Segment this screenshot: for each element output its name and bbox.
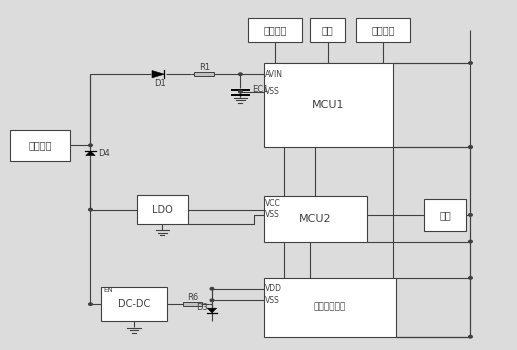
Text: AVIN: AVIN — [265, 70, 283, 79]
Text: EN: EN — [103, 287, 113, 294]
Text: 信号采样: 信号采样 — [371, 25, 394, 35]
FancyBboxPatch shape — [194, 72, 214, 76]
Circle shape — [210, 299, 214, 302]
Polygon shape — [86, 151, 95, 155]
Text: R1: R1 — [199, 63, 210, 72]
Text: VSS: VSS — [265, 210, 280, 219]
Circle shape — [238, 90, 242, 93]
FancyBboxPatch shape — [183, 302, 202, 306]
Circle shape — [210, 288, 214, 290]
Circle shape — [238, 73, 242, 76]
FancyBboxPatch shape — [264, 63, 393, 147]
Text: VSS: VSS — [265, 87, 280, 96]
Text: 无线通讯模块: 无线通讯模块 — [313, 303, 346, 312]
FancyBboxPatch shape — [248, 18, 302, 42]
Text: VDD: VDD — [265, 284, 282, 293]
FancyBboxPatch shape — [10, 130, 70, 161]
Text: 显示: 显示 — [439, 210, 451, 220]
Text: VSS: VSS — [265, 296, 280, 305]
Polygon shape — [207, 308, 217, 313]
Circle shape — [468, 146, 473, 148]
Text: D1: D1 — [155, 79, 166, 88]
Circle shape — [468, 146, 473, 148]
Text: R6: R6 — [187, 293, 198, 302]
FancyBboxPatch shape — [137, 195, 188, 224]
Circle shape — [468, 240, 473, 243]
Circle shape — [89, 303, 92, 305]
Text: D4: D4 — [98, 149, 110, 158]
FancyBboxPatch shape — [424, 199, 466, 231]
Text: 按键: 按键 — [322, 25, 333, 35]
Text: D3: D3 — [196, 303, 208, 312]
Text: 开关电源: 开关电源 — [28, 140, 52, 150]
Text: DC-DC: DC-DC — [118, 299, 150, 309]
Text: MCU2: MCU2 — [299, 214, 332, 224]
Circle shape — [89, 144, 92, 146]
FancyBboxPatch shape — [310, 18, 345, 42]
Text: EC1: EC1 — [252, 85, 268, 94]
Circle shape — [468, 335, 473, 338]
FancyBboxPatch shape — [264, 196, 367, 242]
FancyBboxPatch shape — [264, 278, 396, 337]
Text: VCC: VCC — [265, 199, 280, 208]
FancyBboxPatch shape — [101, 287, 167, 321]
Circle shape — [468, 276, 473, 279]
Text: 负载驱动: 负载驱动 — [264, 25, 287, 35]
Circle shape — [468, 214, 473, 216]
Text: MCU1: MCU1 — [312, 100, 344, 110]
Circle shape — [468, 62, 473, 64]
Circle shape — [89, 209, 92, 211]
FancyBboxPatch shape — [356, 18, 410, 42]
Text: LDO: LDO — [152, 205, 173, 215]
Polygon shape — [152, 71, 164, 78]
